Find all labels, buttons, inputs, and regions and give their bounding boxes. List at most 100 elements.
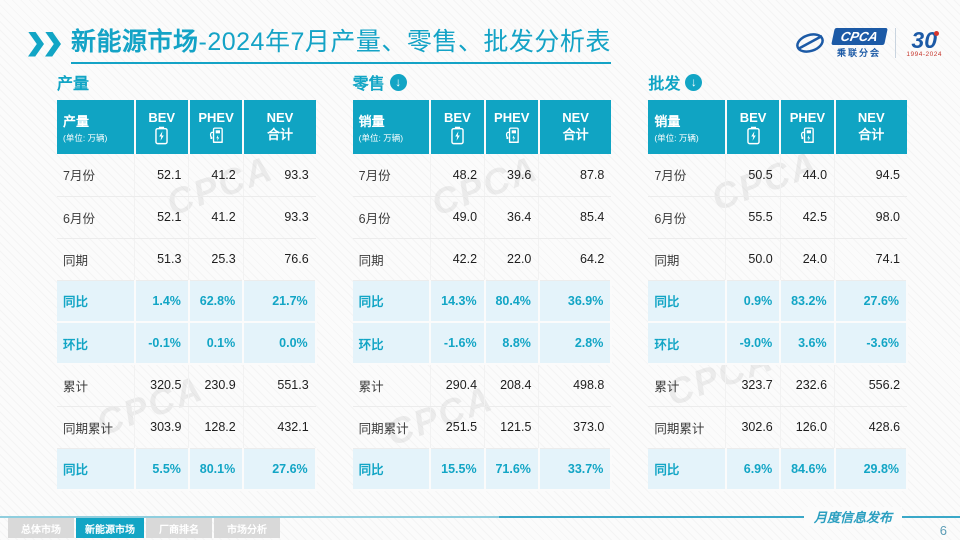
cpca-acronym: CPCA: [830, 27, 888, 45]
cell-bev: 50.5: [725, 154, 781, 197]
table-row: 环比 -1.6% 8.8% 2.8%: [352, 322, 613, 365]
page-title-emphasis: 新能源市场: [71, 28, 199, 56]
table-row: 同期累计 302.6 126.0 428.6: [648, 406, 908, 449]
cell-phev: 22.0: [484, 238, 540, 281]
nev-header-cell: NEV 合计: [242, 100, 316, 154]
table-row: 同期 42.2 22.0 64.2: [352, 238, 612, 281]
cell-phev: 44.0: [780, 154, 836, 197]
cell-nev: 373.0: [538, 406, 612, 449]
row-label: 累计: [352, 364, 431, 407]
cell-nev: 21.7%: [243, 280, 317, 323]
tables-area: 产量 ↓ 产量 (单位: 万辆) BEV: [57, 70, 909, 491]
table-header-row: 销量 (单位: 万辆) BEV PHEV: [648, 100, 908, 154]
table-row: 同比 14.3% 80.4% 36.9%: [352, 280, 613, 323]
row-label: 6月份: [352, 196, 431, 239]
phev-header-cell: PHEV: [779, 100, 835, 154]
table-label-header: 销量: [654, 113, 681, 129]
column-header-nev-line1: NEV: [857, 110, 885, 126]
row-label: 累计: [57, 364, 136, 407]
table-section-production: 产量 ↓ 产量 (单位: 万辆) BEV: [57, 70, 317, 491]
table-row: 同比 15.5% 71.6% 33.7%: [352, 448, 613, 491]
footer-tab-新能源市场[interactable]: 新能源市场: [76, 518, 144, 538]
cell-nev: 556.2: [834, 364, 908, 407]
table-row: 同期 51.3 25.3 76.6: [57, 238, 316, 281]
cell-nev: 29.8%: [834, 448, 909, 491]
logo-divider: [895, 28, 897, 58]
cell-nev: 551.3: [243, 364, 316, 407]
table-label-header: 销量: [358, 113, 385, 129]
cell-bev: 48.2: [430, 154, 486, 197]
battery-icon: [155, 126, 168, 144]
table-row: 同比 0.9% 83.2% 27.6%: [648, 280, 909, 323]
cpca-chinese-name: 乘联分会: [836, 47, 881, 58]
page-title-rest: -2024年7月产量、零售、批发分析表: [198, 28, 611, 56]
section-title: 零售: [352, 76, 385, 93]
cell-phev: 0.1%: [188, 322, 245, 365]
charging-station-icon: [505, 126, 519, 143]
cell-phev: 71.6%: [484, 448, 540, 491]
table-row: 7月份 50.5 44.0 94.5: [648, 154, 908, 197]
phev-header-cell: PHEV: [483, 100, 539, 154]
cell-nev: 98.0: [834, 196, 908, 239]
table-unit-label: (单位: 万辆): [63, 132, 108, 143]
row-label: 同期: [57, 238, 136, 281]
down-arrow-icon: ↓: [389, 73, 407, 91]
cell-phev: 41.2: [188, 196, 244, 239]
cpca-logo: CPCA 乘联分会 30 1994-2024: [794, 27, 942, 59]
table-row: 7月份 52.1 41.2 93.3: [57, 154, 316, 197]
column-header-bev: BEV: [444, 109, 471, 125]
cell-nev: 432.1: [243, 406, 316, 449]
cell-bev: -9.0%: [725, 322, 782, 365]
cell-nev: 76.6: [243, 238, 316, 281]
cell-phev: 62.8%: [188, 280, 245, 323]
row-label: 7月份: [57, 154, 136, 197]
release-label: 月度信息发布: [803, 507, 902, 526]
row-label: 同期累计: [648, 406, 727, 449]
column-header-nev-line2: 合计: [266, 127, 293, 142]
table-label-header: 产量: [63, 113, 90, 129]
column-header-phev: PHEV: [198, 109, 234, 125]
data-table: 产量 (单位: 万辆) BEV PHEV: [57, 100, 317, 491]
cell-bev: 52.1: [134, 154, 190, 197]
cell-bev: -1.6%: [430, 322, 486, 365]
label-header-cell: 销量 (单位: 万辆): [648, 100, 726, 154]
row-label: 同期: [352, 238, 431, 281]
table-row: 累计 290.4 208.4 498.8: [352, 364, 612, 407]
cell-phev: 84.6%: [780, 448, 836, 491]
footer-tab-市场分析[interactable]: 市场分析: [214, 518, 280, 538]
cell-bev: 320.5: [134, 364, 190, 407]
table-row: 6月份 55.5 42.5 98.0: [648, 196, 908, 239]
slide-header: 新能源市场-2024年7月产量、零售、批发分析表 CPCA 乘联分会 30 19…: [28, 20, 942, 66]
footer-tab-厂商排名[interactable]: 厂商排名: [146, 518, 212, 538]
cell-bev: 50.0: [725, 238, 781, 281]
cell-bev: 5.5%: [134, 448, 190, 491]
column-header-phev: PHEV: [789, 109, 826, 125]
cell-phev: 36.4: [484, 196, 540, 239]
footer-tab-总体市场[interactable]: 总体市场: [8, 518, 74, 538]
chevron-icon: [45, 31, 61, 57]
column-header-bev: BEV: [148, 109, 176, 125]
phev-header-cell: PHEV: [187, 100, 244, 154]
row-label: 同期累计: [57, 406, 136, 449]
column-header-nev-line1: NEV: [562, 110, 589, 126]
table-row: 同期 50.0 24.0 74.1: [648, 238, 908, 281]
row-label: 同期: [648, 238, 727, 281]
cell-nev: 74.1: [834, 238, 908, 281]
row-label: 累计: [648, 364, 727, 407]
cell-phev: 83.2%: [780, 280, 836, 323]
row-label: 环比: [648, 322, 727, 365]
bev-header-cell: BEV: [429, 100, 485, 154]
cell-nev: 2.8%: [538, 322, 613, 365]
cell-bev: 0.9%: [725, 280, 782, 323]
section-title: 产量: [57, 76, 90, 93]
table-row: 同比 6.9% 84.6% 29.8%: [648, 448, 909, 491]
row-label: 同比: [57, 280, 136, 323]
footer-nav: 总体市场 新能源市场 厂商排名 市场分析: [8, 518, 280, 538]
cell-bev: 302.6: [725, 406, 781, 449]
cell-bev: 1.4%: [134, 280, 190, 323]
cell-phev: 42.5: [780, 196, 836, 239]
cell-nev: 0.0%: [243, 322, 317, 365]
cell-nev: 85.4: [538, 196, 612, 239]
cell-bev: 42.2: [430, 238, 486, 281]
cell-nev: 498.8: [538, 364, 612, 407]
